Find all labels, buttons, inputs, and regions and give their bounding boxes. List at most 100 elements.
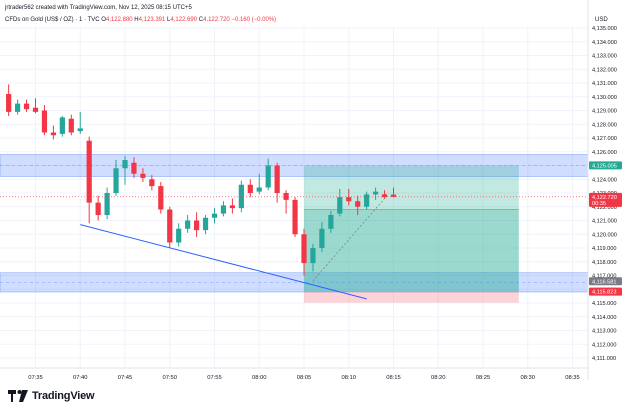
- candle[interactable]: [229, 198, 235, 214]
- candle[interactable]: [355, 195, 361, 215]
- candle[interactable]: [292, 197, 298, 237]
- candle[interactable]: [113, 160, 119, 196]
- candle[interactable]: [32, 98, 39, 114]
- price-tick-label: 4,127.000: [592, 136, 617, 142]
- price-tick-label: 4,126.000: [592, 150, 617, 156]
- currency-label[interactable]: USD: [595, 17, 608, 23]
- candle-body: [86, 140, 92, 203]
- candle[interactable]: [310, 243, 316, 272]
- candle[interactable]: [337, 188, 343, 217]
- change-value: −0.160 (−0.00%): [231, 17, 277, 23]
- candle[interactable]: [256, 173, 262, 195]
- candle[interactable]: [319, 221, 325, 253]
- price-tick-label: 4,112.000: [592, 342, 616, 348]
- candle[interactable]: [59, 116, 65, 137]
- price-tick-label: 4,134.000: [592, 40, 617, 46]
- price-tick-label: 4,119.000: [592, 246, 616, 252]
- price-tick-label: 4,128.000: [592, 122, 617, 128]
- candle-body: [310, 248, 316, 264]
- symbol-name[interactable]: CFDs on Gold (US$ / OZ) · 1 · TVC: [5, 17, 100, 23]
- tradingview-logo-icon: [8, 390, 28, 402]
- time-tick-label: 08:10: [341, 375, 356, 381]
- candle-body: [176, 228, 182, 243]
- candle[interactable]: [364, 191, 370, 210]
- candle[interactable]: [265, 158, 271, 191]
- price-tick-label: 4,132.000: [592, 67, 617, 73]
- candle[interactable]: [328, 210, 334, 233]
- open-value: 4,122.880: [105, 17, 133, 23]
- loss-zone[interactable]: [304, 291, 519, 303]
- candle[interactable]: [247, 179, 253, 198]
- candle[interactable]: [15, 99, 21, 115]
- candle-body: [301, 234, 307, 264]
- profit-zone-filled: [304, 209, 519, 292]
- countdown-label: 00:35: [592, 201, 606, 207]
- candle[interactable]: [194, 212, 200, 237]
- candle[interactable]: [140, 168, 146, 182]
- candle[interactable]: [274, 162, 280, 203]
- candle-body: [113, 168, 119, 193]
- candle[interactable]: [176, 223, 182, 247]
- price-badge-label: 4,115.823: [592, 290, 616, 296]
- high-label: H: [134, 17, 139, 23]
- candle[interactable]: [6, 84, 12, 116]
- candle[interactable]: [373, 187, 379, 200]
- candle[interactable]: [390, 187, 397, 198]
- time-tick-label: 08:05: [297, 375, 312, 381]
- candle[interactable]: [95, 195, 101, 221]
- candle[interactable]: [167, 206, 173, 248]
- price-badge[interactable]: [589, 287, 622, 296]
- candle[interactable]: [149, 175, 155, 191]
- price-tick-label: 4,129.000: [592, 109, 617, 115]
- zones[interactable]: [0, 154, 589, 293]
- candle[interactable]: [23, 99, 30, 112]
- candle-body: [6, 94, 12, 112]
- candle-body: [274, 165, 280, 193]
- candle[interactable]: [283, 190, 289, 214]
- candle-body: [149, 179, 155, 187]
- candle[interactable]: [238, 180, 244, 213]
- time-tick-label: 08:35: [565, 375, 580, 381]
- candle-body: [381, 194, 388, 198]
- low-label: L: [167, 17, 171, 23]
- candle[interactable]: [185, 215, 191, 233]
- grid: [0, 26, 588, 367]
- candle-body: [104, 193, 110, 215]
- time-tick-label: 07:40: [73, 375, 88, 381]
- tradingview-logo[interactable]: TradingView: [8, 389, 95, 403]
- time-tick-label: 07:50: [162, 375, 177, 381]
- trendline[interactable]: [80, 224, 367, 300]
- candle-body: [15, 103, 21, 112]
- price-tick-label: 4,121.000: [592, 219, 617, 225]
- candles[interactable]: [0, 84, 588, 276]
- candle-body: [185, 220, 191, 229]
- candle[interactable]: [301, 228, 307, 276]
- price-badge[interactable]: [589, 161, 622, 170]
- candle[interactable]: [104, 187, 110, 220]
- price-tick-label: 4,133.000: [592, 54, 617, 60]
- candle[interactable]: [77, 111, 83, 134]
- candle[interactable]: [220, 201, 227, 217]
- price-badge[interactable]: [589, 192, 622, 207]
- candle[interactable]: [131, 157, 137, 178]
- candle-body: [68, 118, 74, 133]
- candle[interactable]: [41, 105, 48, 136]
- time-tick-label: 07:55: [207, 375, 222, 381]
- candle[interactable]: [122, 155, 128, 185]
- time-tick-label: 08:15: [386, 375, 401, 381]
- candle[interactable]: [202, 215, 209, 235]
- profit-zone[interactable]: [304, 165, 519, 210]
- candle-body: [59, 117, 65, 134]
- candle[interactable]: [50, 125, 56, 140]
- price-tick-label: 4,130.000: [592, 95, 617, 101]
- candle[interactable]: [86, 136, 92, 224]
- candle[interactable]: [211, 208, 218, 224]
- price-badge[interactable]: [589, 277, 622, 286]
- candle-body: [292, 199, 298, 235]
- long-position-tool[interactable]: [304, 165, 519, 303]
- candle[interactable]: [158, 182, 164, 214]
- candle[interactable]: [68, 114, 74, 136]
- trendline-line[interactable]: [80, 224, 367, 300]
- axes[interactable]: 4,135.000 4,134.000 4,133.000 4,132.000 4,13…: [0, 0, 622, 381]
